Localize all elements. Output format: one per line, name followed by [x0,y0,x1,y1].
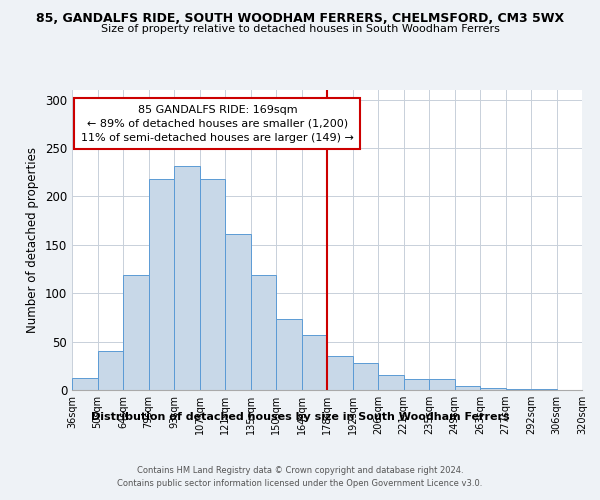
Text: Size of property relative to detached houses in South Woodham Ferrers: Size of property relative to detached ho… [101,24,499,34]
Bar [72,378,97,390]
Bar [276,320,302,390]
Bar [429,380,455,390]
Text: Contains HM Land Registry data © Crown copyright and database right 2024.
Contai: Contains HM Land Registry data © Crown c… [118,466,482,487]
Bar [97,352,123,390]
Bar [455,386,480,390]
Bar [149,179,174,390]
Text: Distribution of detached houses by size in South Woodham Ferrers: Distribution of detached houses by size … [91,412,509,422]
Bar [378,376,404,390]
Bar [480,388,505,390]
Bar [251,275,276,390]
Bar [327,356,353,390]
Bar [531,389,557,390]
Bar [174,166,199,390]
Bar [199,179,225,390]
Bar [404,380,429,390]
Bar [505,389,531,390]
Bar [353,363,378,390]
Text: 85 GANDALFS RIDE: 169sqm
← 89% of detached houses are smaller (1,200)
11% of sem: 85 GANDALFS RIDE: 169sqm ← 89% of detach… [81,104,354,142]
Bar [123,275,149,390]
Bar [302,335,327,390]
Bar [225,234,251,390]
Text: 85, GANDALFS RIDE, SOUTH WOODHAM FERRERS, CHELMSFORD, CM3 5WX: 85, GANDALFS RIDE, SOUTH WOODHAM FERRERS… [36,12,564,26]
Y-axis label: Number of detached properties: Number of detached properties [26,147,40,333]
